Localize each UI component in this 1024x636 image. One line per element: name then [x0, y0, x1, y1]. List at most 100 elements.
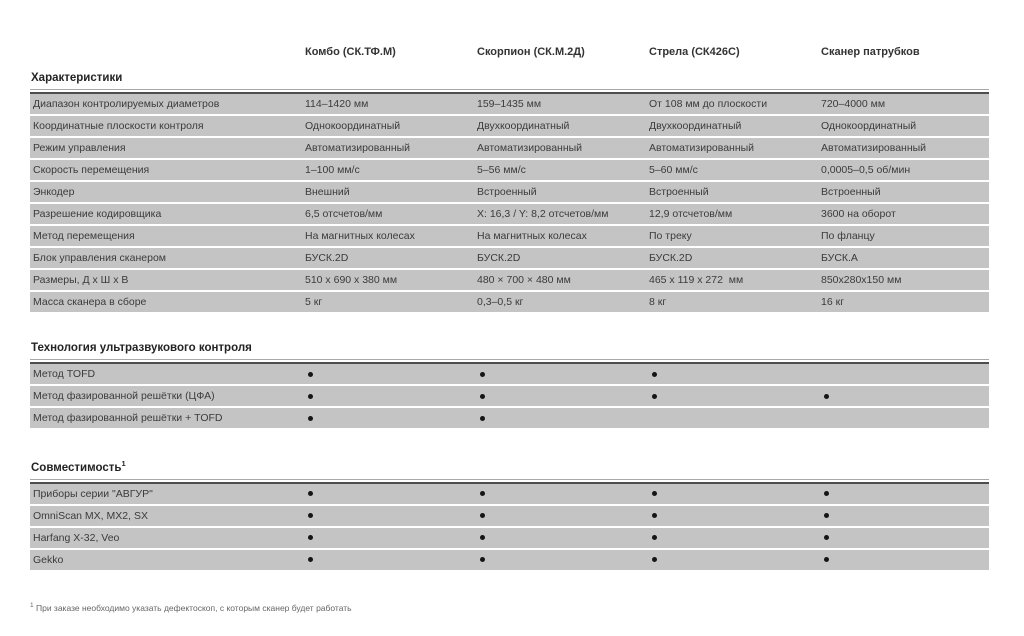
table-row: Координатные плоскости контроля Однокоорд… [30, 116, 989, 136]
row-label: Масса сканера в сборе [33, 296, 147, 308]
value-cell: 480 × 700 × 480 мм [477, 274, 571, 286]
table-row: Энкодер Внешний Встроенный Встроенный Встрое… [30, 182, 989, 202]
table-row: Скорость перемещения 1–100 мм/с 5–56 мм/с 5… [30, 160, 989, 180]
feature-cell [821, 506, 989, 526]
value-cell: На магнитных колесах [477, 230, 587, 242]
value-cell: Двухкоординатный [477, 120, 570, 132]
row-label: Диапазон контролируемых диаметров [33, 98, 220, 110]
footnote-marker: 1 [30, 602, 34, 609]
feature-cell [477, 386, 649, 406]
feature-cell [305, 550, 477, 570]
table-row: Диапазон контролируемых диаметров 114–142… [30, 94, 989, 114]
value-cell: 6,5 отсчетов/мм [305, 208, 383, 220]
feature-cell [821, 528, 989, 548]
feature-dot-icon [308, 513, 313, 519]
value-cell: 5 кг [305, 296, 323, 308]
feature-dot-icon [480, 415, 485, 421]
value-cell: 12,9 отсчетов/мм [649, 208, 733, 220]
row-label: Harfang X-32, Veo [33, 531, 120, 544]
feature-dot-icon [824, 491, 829, 497]
value-cell: 5–60 мм/с [649, 164, 698, 176]
row-label: Размеры, Д х Ш х В [33, 274, 129, 286]
value-cell: Встроенный [477, 186, 537, 198]
value-cell: Автоматизированный [477, 142, 583, 154]
table-row: Harfang X-32, Veo [30, 527, 989, 548]
table-row: Блок управления сканером БУСК.2D БУСК.2D БУ… [30, 248, 989, 268]
value-cell: 0,3–0,5 кг [477, 296, 524, 308]
feature-cell [821, 386, 989, 406]
spacer [30, 59, 989, 72]
value-cell: 159–1435 мм [477, 98, 542, 110]
row-label: Координатные плоскости контроля [33, 120, 204, 132]
value-cell: 850x280x150 мм [821, 274, 902, 286]
table-row: Метод перемещения На магнитных колесах На … [30, 226, 989, 246]
section-title: Совместимость1 [30, 459, 989, 480]
value-cell: 720–4000 мм [821, 98, 886, 110]
value-cell: Встроенный [821, 186, 881, 198]
section-rows: Приборы серии "АВГУР" OmniScan MX, MX2, S… [30, 481, 989, 570]
value-cell: Внешний [305, 186, 350, 198]
value-cell: По фланцу [821, 230, 875, 242]
value-cell: По треку [649, 230, 692, 242]
feature-dot-icon [308, 557, 313, 563]
column-headers-row: Комбо (СК.ТФ.М) Скорпион (СК.М.2Д) Стрел… [30, 46, 989, 59]
feature-cell [649, 484, 821, 504]
feature-dot-icon [308, 415, 313, 421]
footnote-text: При заказе необходимо указать дефектоско… [33, 602, 352, 613]
row-label: Режим управления [33, 142, 126, 154]
feature-cell [821, 364, 989, 384]
feature-cell [649, 506, 821, 526]
value-cell: Автоматизированный [305, 142, 411, 154]
value-cell: От 108 мм до плоскости [649, 98, 768, 110]
value-cell: X: 16,3 / Y: 8,2 отсчетов/мм [477, 208, 609, 220]
section-title: Технология ультразвукового контроля [30, 342, 989, 360]
feature-cell [821, 484, 989, 504]
feature-dot-icon [824, 393, 829, 399]
feature-cell [477, 550, 649, 570]
section-rows: Диапазон контролируемых диаметров 114–142… [30, 92, 989, 312]
row-label: Приборы серии "АВГУР" [33, 487, 153, 500]
column-header-strela: Стрела (СК426С) [649, 46, 740, 58]
value-cell: БУСК.2D [649, 252, 693, 264]
feature-dot-icon [480, 557, 485, 563]
value-cell: 465 x 119 x 272 мм [649, 274, 744, 286]
feature-cell [649, 408, 821, 428]
feature-dot-icon [652, 491, 657, 497]
footnote: 1 При заказе необходимо указать дефектос… [30, 602, 352, 613]
row-label: Метод фазированной решётки (ЦФА) [33, 390, 215, 402]
feature-dot-icon [308, 371, 313, 377]
table-row: Метод фазированной решётки + TOFD [30, 408, 989, 428]
value-cell: 0,0005–0,5 об/мин [821, 164, 911, 176]
section-rows: Метод TOFD Метод фазированной решётки (ЦФ… [30, 362, 989, 428]
row-label: Метод фазированной решётки + TOFD [33, 412, 223, 424]
feature-cell [305, 484, 477, 504]
feature-dot-icon [824, 535, 829, 541]
feature-cell [477, 408, 649, 428]
feature-dot-icon [480, 513, 485, 519]
table-row: Метод TOFD [30, 364, 989, 384]
value-cell: 114–1420 мм [305, 98, 369, 110]
value-cell: БУСК.А [821, 252, 858, 264]
feature-dot-icon [308, 393, 313, 399]
feature-cell [477, 484, 649, 504]
value-cell: 5–56 мм/с [477, 164, 526, 176]
feature-dot-icon [308, 491, 313, 497]
column-header-skorpion: Скорпион (СК.М.2Д) [477, 46, 585, 58]
feature-cell [305, 386, 477, 406]
row-label: Метод TOFD [33, 368, 96, 380]
feature-cell [305, 364, 477, 384]
feature-cell [305, 408, 477, 428]
row-label: Скорость перемещения [33, 164, 150, 176]
row-label: Метод перемещения [33, 230, 135, 242]
sections-root: Характеристики Диапазон контролируемых ди… [30, 72, 989, 570]
feature-dot-icon [652, 393, 657, 399]
value-cell: 510 x 690 x 380 мм [305, 274, 398, 286]
feature-cell [821, 408, 989, 428]
feature-dot-icon [652, 513, 657, 519]
table-row: Gekko [30, 549, 989, 570]
value-cell: 3600 на оборот [821, 208, 896, 220]
feature-dot-icon [652, 535, 657, 541]
section-gap [30, 312, 989, 342]
row-label: OmniScan MX, MX2, SX [33, 509, 148, 522]
feature-cell [477, 364, 649, 384]
